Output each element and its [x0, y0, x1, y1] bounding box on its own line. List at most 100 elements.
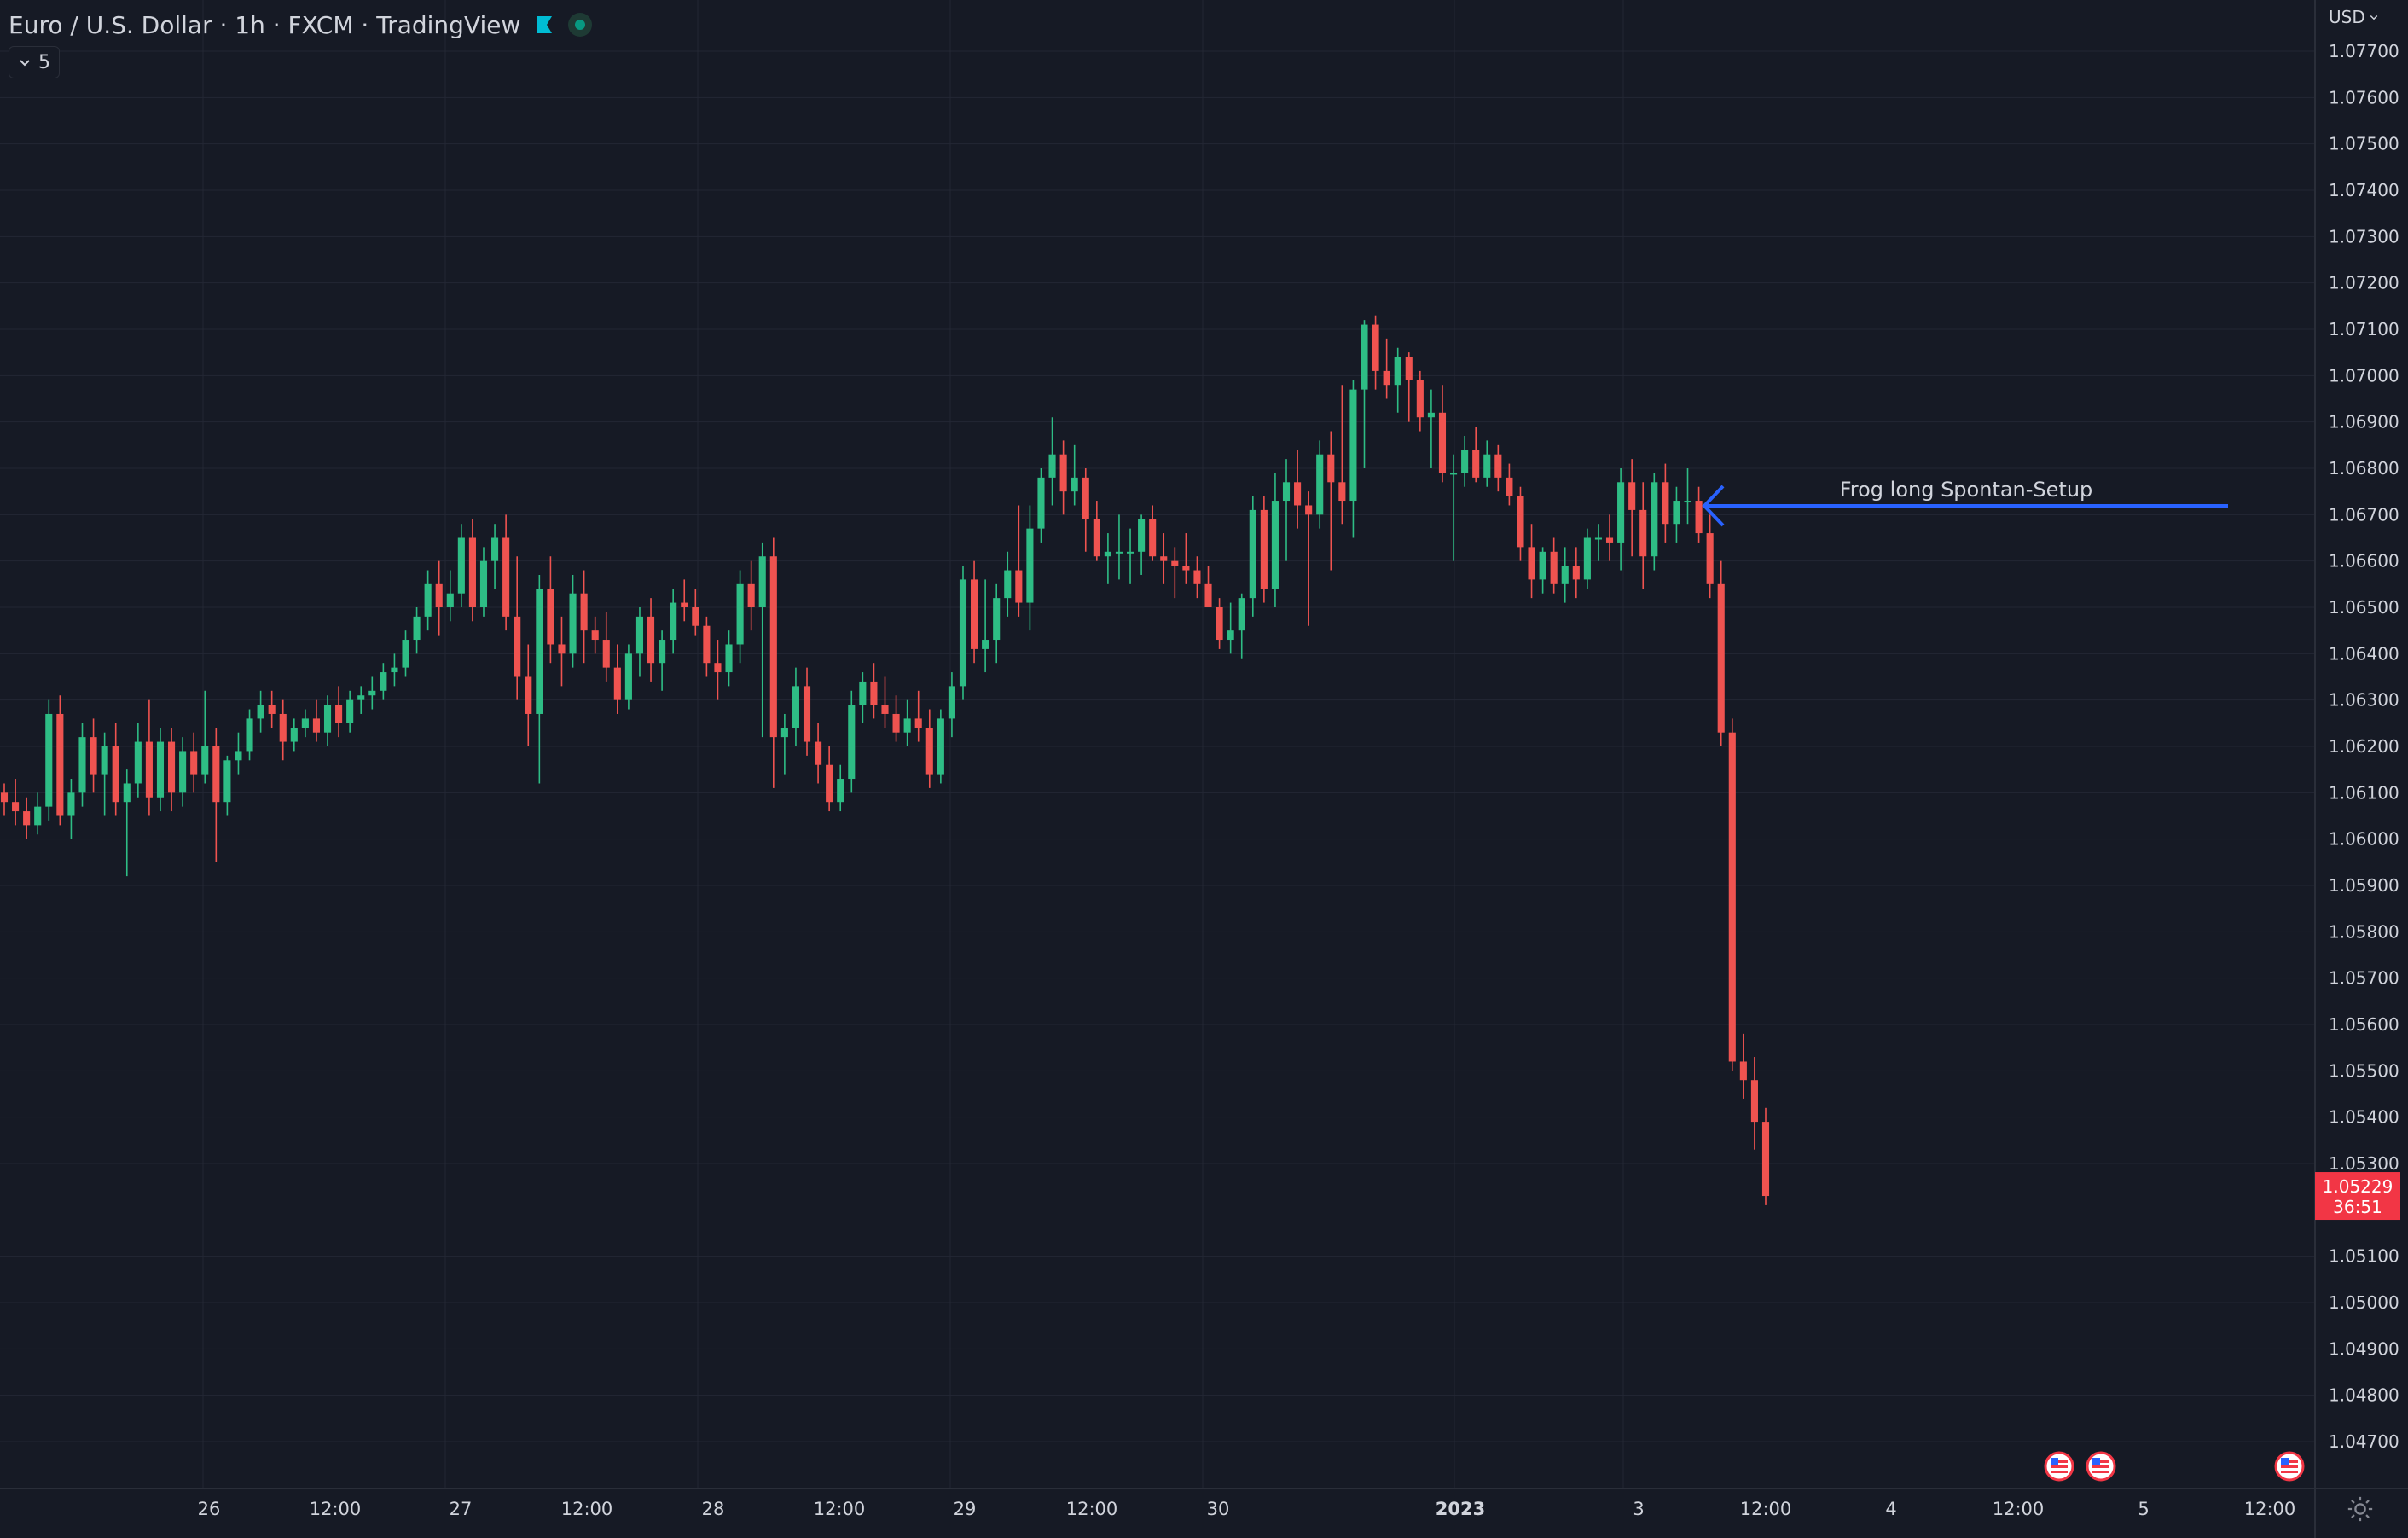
- candle-body: [1617, 482, 1625, 543]
- candle-body: [826, 764, 833, 803]
- y-tick-label: 1.04900: [2329, 1338, 2399, 1359]
- y-tick-label: 1.04800: [2329, 1385, 2399, 1406]
- x-tick-label: 12:00: [1993, 1499, 2045, 1519]
- candle: [1662, 463, 1669, 543]
- candle: [1316, 440, 1324, 529]
- candle-body: [1171, 560, 1179, 566]
- candle-body: [1093, 519, 1100, 557]
- candle: [635, 607, 644, 677]
- x-tick-label: 5: [2138, 1499, 2149, 1519]
- candle-body: [635, 616, 644, 654]
- bookmark-flag-icon[interactable]: [534, 15, 554, 35]
- candle-body: [1015, 570, 1023, 603]
- us-flag-event-icon[interactable]: [2086, 1451, 2116, 1482]
- candle-body: [1561, 566, 1569, 584]
- candle-body: [1338, 482, 1346, 502]
- candle: [357, 686, 365, 714]
- candle-body: [714, 663, 722, 673]
- x-tick-label: 12:00: [561, 1499, 613, 1519]
- indicator-toggle-button[interactable]: 5: [9, 46, 60, 78]
- annotation-label: Frog long Spontan-Setup: [1840, 478, 2093, 502]
- candle: [1138, 514, 1146, 575]
- candle-body: [1149, 519, 1157, 557]
- candle: [948, 672, 955, 738]
- candle-body: [502, 537, 510, 617]
- candle: [1126, 528, 1134, 584]
- candle: [624, 644, 632, 710]
- candle-body: [914, 718, 922, 728]
- candle-body: [1082, 477, 1089, 519]
- candle: [235, 732, 242, 775]
- candle-body: [268, 705, 276, 714]
- y-tick-label: 1.07000: [2329, 365, 2399, 386]
- candle: [525, 644, 532, 746]
- symbol-title[interactable]: Euro / U.S. Dollar · 1h · FXCM · Trading…: [9, 10, 521, 39]
- candle-body: [112, 746, 119, 803]
- us-flag-event-icon[interactable]: [2274, 1451, 2305, 1482]
- candle-body: [1472, 450, 1480, 478]
- candle-body: [1294, 482, 1302, 506]
- candle-body: [959, 579, 967, 687]
- candle-body: [1594, 537, 1603, 540]
- candle: [1026, 505, 1034, 631]
- y-tick-label: 1.07600: [2329, 87, 2399, 107]
- candle-body: [123, 783, 131, 803]
- candle-body: [156, 741, 165, 798]
- candle-body: [659, 640, 666, 664]
- candle: [34, 792, 42, 835]
- candle: [1104, 533, 1111, 584]
- candle-body: [1115, 551, 1123, 554]
- candle: [78, 723, 86, 807]
- candle-body: [1427, 412, 1435, 418]
- candle: [1216, 598, 1223, 649]
- candle-body: [514, 616, 521, 677]
- candle-body: [859, 681, 867, 705]
- candle: [558, 616, 566, 687]
- candle-body: [1684, 501, 1691, 503]
- y-tick-label: 1.06000: [2329, 829, 2399, 850]
- candle: [903, 699, 911, 746]
- candle: [602, 612, 610, 682]
- candle-body: [56, 713, 64, 816]
- candle: [1361, 320, 1368, 468]
- candle: [914, 690, 922, 742]
- candle: [1238, 593, 1245, 659]
- gear-icon[interactable]: [2346, 1494, 2375, 1523]
- candle: [1260, 496, 1268, 603]
- market-status-icon[interactable]: [568, 13, 593, 37]
- currency-select[interactable]: USD: [2329, 7, 2379, 27]
- candle: [1550, 537, 1558, 594]
- y-tick-label: 1.05900: [2329, 875, 2399, 896]
- us-flag-event-icon[interactable]: [2044, 1451, 2074, 1482]
- candle-body: [402, 640, 409, 668]
- candle-body: [1750, 1080, 1758, 1123]
- candle: [1761, 1107, 1770, 1205]
- time-axis[interactable]: 26 12:00 27 12:00 28 12:00 29 12:00 30 2023 3 12:00…: [198, 1499, 2296, 1519]
- candle: [1583, 528, 1591, 589]
- candle: [402, 630, 409, 677]
- candle: [179, 737, 187, 807]
- price-axis[interactable]: 1.07700 1.07600 1.07500 1.07400 1.07300 1.072…: [2329, 41, 2399, 1452]
- candle-body: [602, 640, 610, 668]
- candle-body: [591, 630, 599, 641]
- candle-body: [90, 737, 97, 775]
- candle: [1673, 486, 1680, 543]
- candle-body: [1761, 1122, 1770, 1197]
- candle: [1594, 524, 1603, 561]
- y-tick-label: 1.05700: [2329, 968, 2399, 989]
- candle: [502, 514, 510, 631]
- candle: [547, 556, 554, 664]
- candle: [290, 718, 298, 752]
- candle: [1739, 1033, 1747, 1099]
- candle: [937, 709, 944, 784]
- candle: [514, 556, 521, 700]
- candle-body: [357, 695, 365, 700]
- candle: [1517, 486, 1524, 561]
- candle: [692, 589, 699, 636]
- candle-body: [903, 718, 911, 733]
- annotation-arrow[interactable]: Frog long Spontan-Setup: [1702, 478, 2228, 527]
- candle-body: [703, 625, 711, 664]
- candle-body: [870, 681, 878, 705]
- candle: [1115, 514, 1123, 580]
